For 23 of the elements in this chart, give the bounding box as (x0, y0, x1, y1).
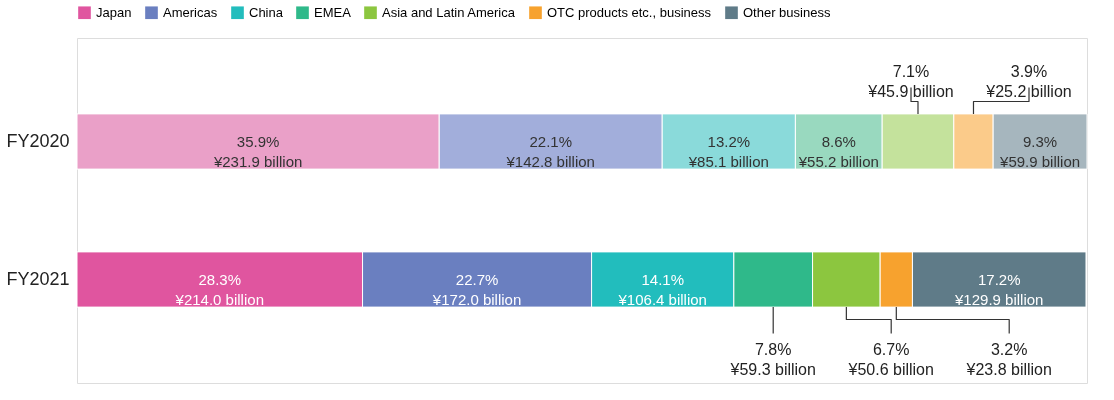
legend-label: Japan (96, 4, 132, 20)
data-label: 7.8% ¥59.3 billion (729, 340, 816, 378)
data-label: 28.3% ¥214.0 billion (174, 270, 264, 308)
y-tick-label: FY2021 (6, 268, 70, 289)
data-label: 17.2% ¥129.9 billion (954, 270, 1044, 308)
data-label: 7.1% ¥45.9 billion (867, 62, 954, 100)
data-label: 3.9% ¥25.2 billion (985, 62, 1072, 100)
data-label: 8.6% ¥55.2 billion (797, 132, 879, 170)
legend-label: EMEA (314, 4, 352, 20)
legend-label: OTC products etc., business (547, 4, 712, 20)
data-label: 9.3% ¥59.9 billion (999, 132, 1081, 170)
legend-label: Asia and Latin America (382, 4, 516, 20)
legend-label: China (249, 4, 284, 20)
legend-label: Other business (743, 4, 831, 20)
legend-label: Americas (163, 4, 218, 20)
data-label: 35.9% ¥231.9 billion (212, 132, 303, 170)
data-label: 22.1% ¥142.8 billion (505, 132, 595, 170)
y-tick-label: FY2020 (6, 130, 70, 151)
data-label: 6.7% ¥50.6 billion (847, 340, 934, 378)
data-label: 14.1% ¥106.4 billion (617, 270, 707, 308)
data-label: 22.7% ¥172.0 billion (431, 270, 522, 308)
data-label: 3.2% ¥23.8 billion (965, 340, 1052, 378)
data-label: 13.2% ¥85.1 billion (687, 132, 769, 170)
